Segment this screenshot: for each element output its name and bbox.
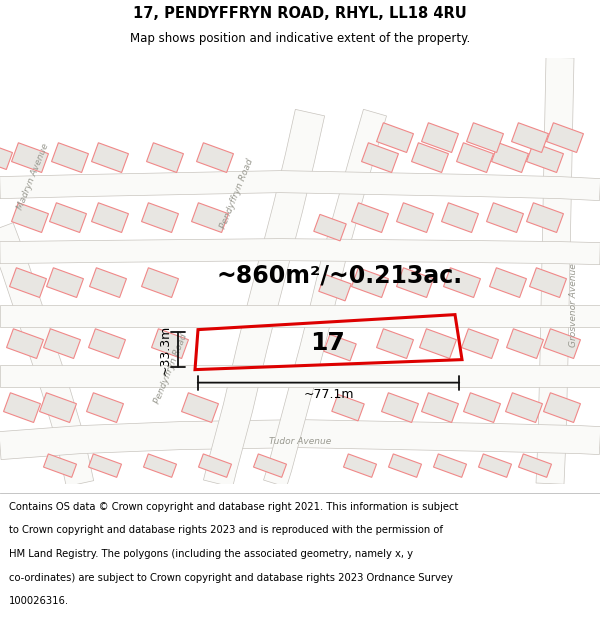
- Polygon shape: [382, 392, 418, 422]
- Polygon shape: [443, 268, 481, 298]
- Text: Contains OS data © Crown copyright and database right 2021. This information is : Contains OS data © Crown copyright and d…: [9, 502, 458, 512]
- Polygon shape: [422, 392, 458, 422]
- Polygon shape: [490, 268, 526, 298]
- Polygon shape: [0, 304, 600, 327]
- Polygon shape: [479, 454, 511, 478]
- Polygon shape: [389, 454, 421, 478]
- Text: Map shows position and indicative extent of the property.: Map shows position and indicative extent…: [130, 31, 470, 44]
- Polygon shape: [397, 202, 433, 232]
- Polygon shape: [142, 202, 178, 232]
- Polygon shape: [254, 454, 286, 478]
- Polygon shape: [506, 329, 544, 359]
- Text: ~860m²/~0.213ac.: ~860m²/~0.213ac.: [217, 264, 463, 288]
- Polygon shape: [527, 202, 563, 232]
- Polygon shape: [512, 122, 548, 152]
- Polygon shape: [7, 329, 43, 359]
- Polygon shape: [544, 329, 580, 359]
- Polygon shape: [518, 454, 551, 478]
- Polygon shape: [86, 392, 124, 422]
- Polygon shape: [0, 239, 600, 264]
- Polygon shape: [377, 329, 413, 359]
- Polygon shape: [461, 329, 499, 359]
- Polygon shape: [52, 142, 88, 172]
- Text: Grosvenor Avenue: Grosvenor Avenue: [569, 263, 577, 347]
- Polygon shape: [182, 392, 218, 422]
- Polygon shape: [0, 146, 13, 169]
- Polygon shape: [487, 202, 523, 232]
- Polygon shape: [530, 268, 566, 298]
- Polygon shape: [536, 58, 574, 484]
- Text: Pendyffryn Road: Pendyffryn Road: [219, 158, 255, 230]
- Text: to Crown copyright and database rights 2023 and is reproduced with the permissio: to Crown copyright and database rights 2…: [9, 526, 443, 536]
- Polygon shape: [506, 392, 542, 422]
- Polygon shape: [464, 392, 500, 422]
- Polygon shape: [197, 142, 233, 172]
- Polygon shape: [92, 142, 128, 172]
- Polygon shape: [50, 202, 86, 232]
- Polygon shape: [412, 142, 448, 172]
- Polygon shape: [0, 222, 94, 487]
- Polygon shape: [457, 142, 493, 172]
- Text: HM Land Registry. The polygons (including the associated geometry, namely x, y: HM Land Registry. The polygons (includin…: [9, 549, 413, 559]
- Polygon shape: [491, 142, 529, 172]
- Polygon shape: [89, 454, 121, 478]
- Polygon shape: [263, 109, 386, 488]
- Polygon shape: [352, 202, 388, 232]
- Polygon shape: [442, 202, 478, 232]
- Polygon shape: [467, 122, 503, 152]
- Polygon shape: [142, 268, 178, 298]
- Text: 17: 17: [310, 331, 345, 356]
- Polygon shape: [362, 142, 398, 172]
- Polygon shape: [0, 171, 600, 201]
- Text: 17, PENDYFFRYN ROAD, RHYL, LL18 4RU: 17, PENDYFFRYN ROAD, RHYL, LL18 4RU: [133, 6, 467, 21]
- Polygon shape: [319, 274, 351, 301]
- Polygon shape: [377, 122, 413, 152]
- Polygon shape: [332, 394, 364, 421]
- Polygon shape: [152, 329, 188, 359]
- Polygon shape: [44, 454, 76, 478]
- Text: ~33.3m: ~33.3m: [158, 324, 172, 375]
- Text: co-ordinates) are subject to Crown copyright and database rights 2023 Ordnance S: co-ordinates) are subject to Crown copyr…: [9, 572, 453, 582]
- Polygon shape: [324, 334, 356, 361]
- Polygon shape: [544, 392, 580, 422]
- Polygon shape: [11, 202, 49, 232]
- Text: Tudor Avenue: Tudor Avenue: [269, 436, 331, 446]
- Polygon shape: [419, 329, 457, 359]
- Polygon shape: [92, 202, 128, 232]
- Polygon shape: [527, 142, 563, 172]
- Polygon shape: [344, 454, 376, 478]
- Polygon shape: [203, 109, 325, 488]
- Text: 100026316.: 100026316.: [9, 596, 69, 606]
- Text: Pendyffryn Road: Pendyffryn Road: [153, 332, 189, 405]
- Polygon shape: [352, 268, 388, 298]
- Polygon shape: [191, 202, 229, 232]
- Polygon shape: [10, 268, 46, 298]
- Polygon shape: [0, 419, 600, 459]
- Polygon shape: [40, 392, 76, 422]
- Polygon shape: [0, 364, 600, 387]
- Polygon shape: [47, 268, 83, 298]
- Polygon shape: [199, 454, 232, 478]
- Polygon shape: [44, 329, 80, 359]
- Polygon shape: [89, 268, 127, 298]
- Polygon shape: [547, 122, 583, 152]
- Polygon shape: [4, 392, 40, 422]
- Polygon shape: [11, 142, 49, 172]
- Polygon shape: [143, 454, 176, 478]
- Polygon shape: [89, 329, 125, 359]
- Polygon shape: [146, 142, 184, 172]
- Polygon shape: [314, 214, 346, 241]
- Polygon shape: [422, 122, 458, 152]
- Polygon shape: [397, 268, 433, 298]
- Text: ~77.1m: ~77.1m: [303, 388, 354, 401]
- Polygon shape: [434, 454, 466, 478]
- Text: Madryn Avenue: Madryn Avenue: [16, 142, 50, 211]
